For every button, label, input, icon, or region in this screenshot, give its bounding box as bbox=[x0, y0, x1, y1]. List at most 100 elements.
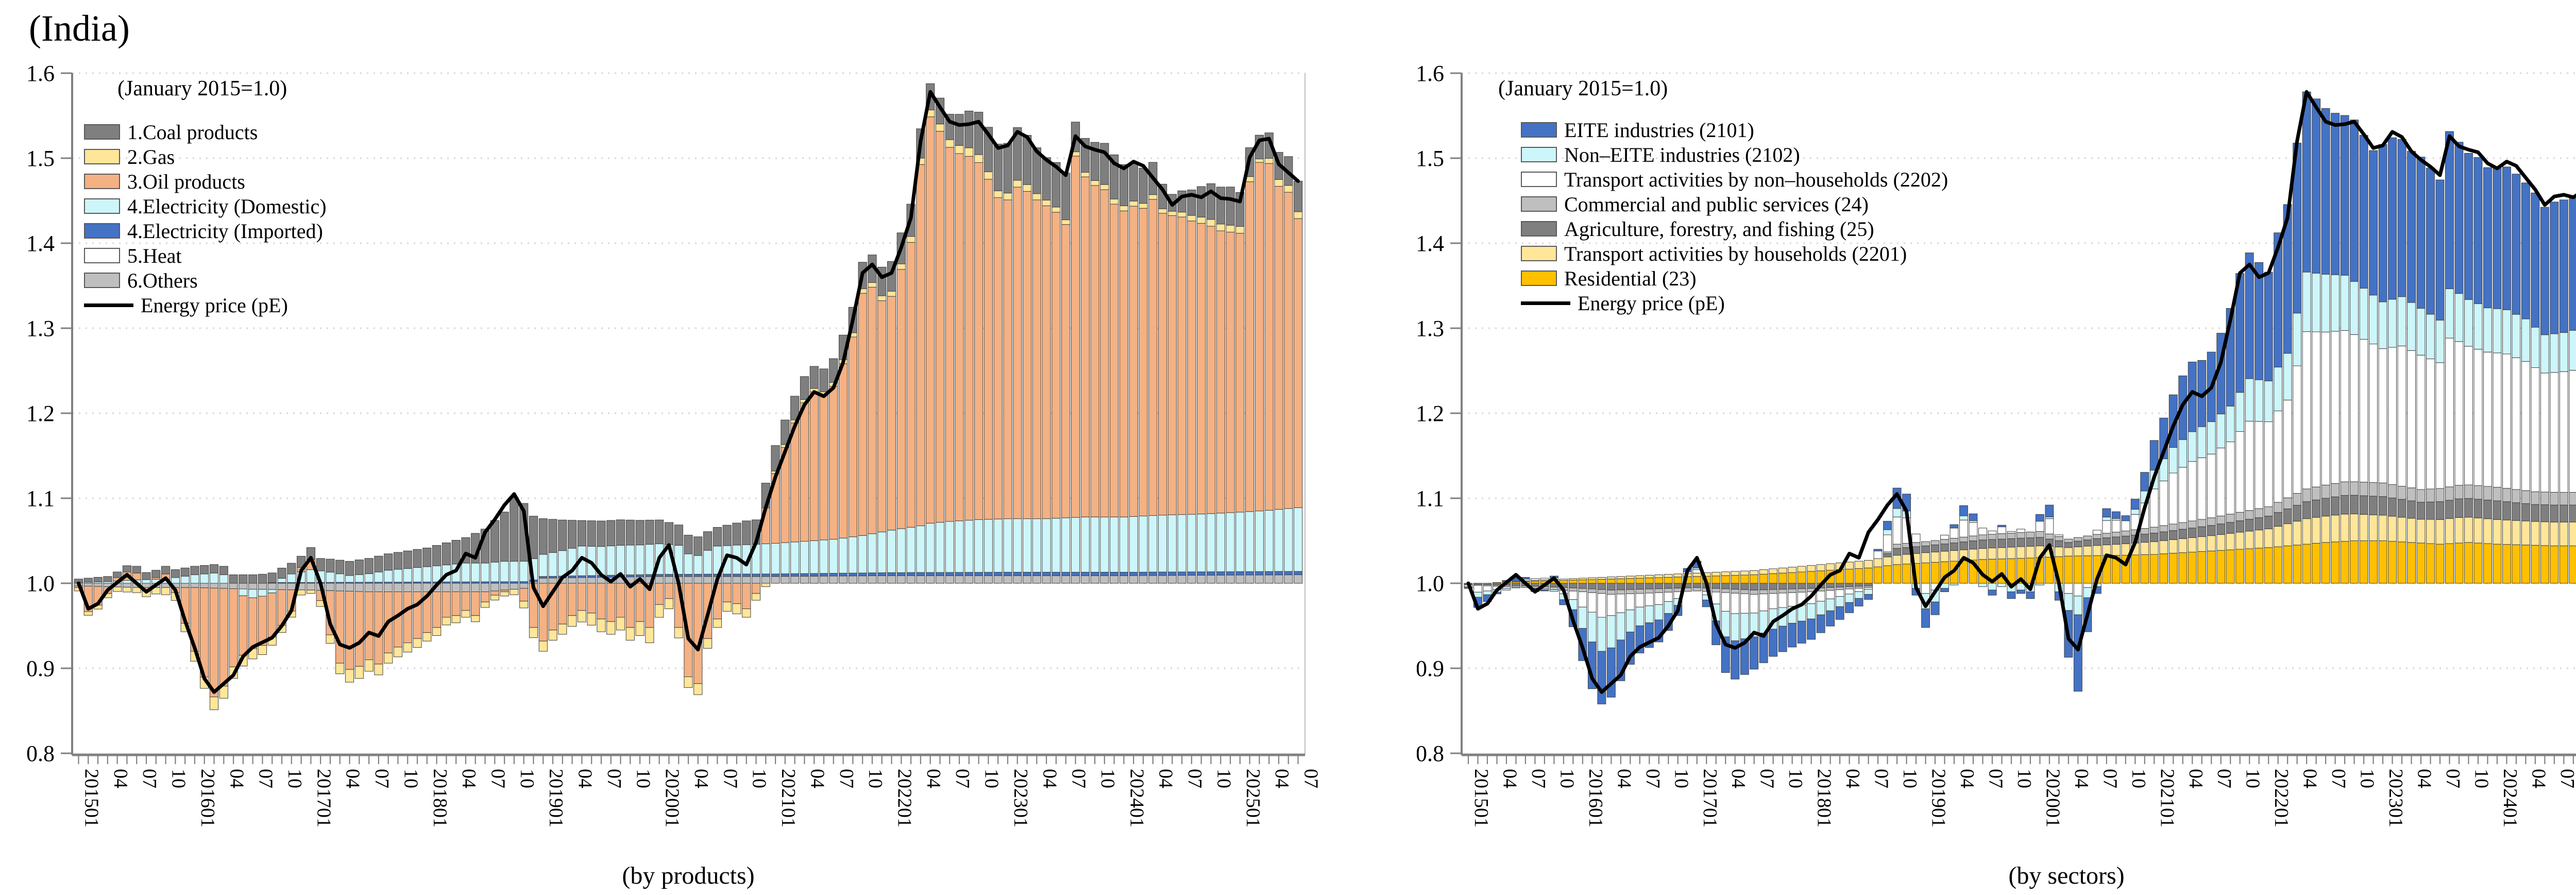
bar-segment bbox=[829, 576, 838, 584]
bar-segment bbox=[2226, 522, 2235, 534]
bar-segment bbox=[1807, 565, 1816, 572]
bar-segment bbox=[2255, 379, 2264, 422]
bar-segment bbox=[2407, 350, 2416, 488]
bar-segment bbox=[2321, 516, 2330, 543]
bar-segment bbox=[277, 568, 286, 579]
bar-segment bbox=[635, 621, 645, 636]
bar-segment bbox=[267, 572, 277, 583]
bar-segment bbox=[2121, 515, 2130, 521]
bar-segment bbox=[1997, 547, 2006, 560]
bar-segment bbox=[267, 589, 277, 594]
bar-segment bbox=[2016, 589, 2025, 594]
bar-segment bbox=[490, 520, 499, 563]
bar-segment bbox=[1090, 180, 1099, 186]
bar-segment bbox=[1294, 575, 1303, 584]
bar-segment bbox=[2235, 431, 2245, 513]
bar-segment bbox=[1597, 577, 1606, 580]
bar-segment bbox=[2245, 510, 2254, 520]
bar-segment bbox=[248, 583, 258, 590]
bar-segment bbox=[1042, 205, 1051, 519]
bar-segment bbox=[587, 613, 596, 626]
bar-segment bbox=[480, 601, 490, 608]
bar-segment bbox=[1731, 575, 1740, 584]
bar-segment bbox=[606, 583, 616, 622]
bar-segment bbox=[964, 520, 974, 573]
bar-segment bbox=[1835, 586, 1844, 590]
bar-segment bbox=[2531, 367, 2540, 492]
bar-segment bbox=[1645, 593, 1654, 606]
bar-segment bbox=[1835, 583, 1844, 587]
bar-segment bbox=[703, 531, 713, 551]
bar-segment bbox=[751, 576, 761, 584]
bar-segment bbox=[93, 581, 103, 584]
bar-segment bbox=[2350, 481, 2359, 496]
bar-segment bbox=[1139, 167, 1148, 204]
bar-segment bbox=[1587, 577, 1597, 580]
bar-segment bbox=[258, 645, 267, 655]
bar-segment bbox=[2140, 534, 2149, 543]
bar-segment bbox=[577, 610, 587, 622]
bar-segment bbox=[1930, 540, 1940, 545]
bar-segment bbox=[877, 575, 887, 584]
svg-text:202101: 202101 bbox=[777, 769, 799, 828]
bar-segment bbox=[1769, 593, 1778, 610]
legend-item: 4.Electricity (Domestic) bbox=[84, 194, 327, 218]
bar-segment bbox=[1892, 564, 1902, 584]
bar-segment bbox=[1883, 556, 1892, 566]
bar-segment bbox=[403, 643, 412, 653]
bar-segment bbox=[1864, 560, 1873, 568]
legend-color-swatch bbox=[1521, 271, 1557, 286]
bar-segment bbox=[403, 592, 412, 643]
bar-segment bbox=[1216, 187, 1225, 225]
bar-segment bbox=[345, 575, 354, 583]
bar-segment bbox=[2426, 501, 2435, 520]
bar-segment bbox=[354, 591, 364, 667]
svg-text:07: 07 bbox=[836, 769, 857, 788]
bar-segment bbox=[1003, 518, 1012, 572]
bar-segment bbox=[887, 296, 896, 531]
bar-segment bbox=[2331, 515, 2340, 543]
legend-line-sample bbox=[84, 303, 133, 307]
bar-segment bbox=[2407, 302, 2416, 351]
bar-segment bbox=[1835, 606, 1844, 620]
bar-segment bbox=[2216, 447, 2226, 516]
bar-segment bbox=[1274, 575, 1283, 584]
bar-segment bbox=[1080, 572, 1090, 576]
bar-segment bbox=[1759, 589, 1768, 595]
svg-text:07: 07 bbox=[2099, 769, 2121, 788]
legend-label: 5.Heat bbox=[127, 244, 182, 267]
bar-segment bbox=[1721, 583, 1730, 589]
bar-segment bbox=[1052, 212, 1061, 519]
bar-segment bbox=[2083, 587, 2092, 598]
bar-segment bbox=[1264, 510, 1274, 572]
bar-segment bbox=[1625, 578, 1635, 584]
bar-segment bbox=[113, 586, 122, 592]
bar-segment bbox=[2331, 331, 2340, 484]
bar-segment bbox=[2073, 537, 2082, 542]
bar-segment bbox=[548, 576, 557, 579]
bar-segment bbox=[974, 154, 984, 163]
bar-segment bbox=[2350, 495, 2359, 515]
bar-segment bbox=[2274, 367, 2283, 411]
svg-text:1.0: 1.0 bbox=[1417, 571, 1444, 596]
bar-segment bbox=[2016, 546, 2025, 559]
bar-segment bbox=[1587, 612, 1597, 643]
bar-segment bbox=[2397, 517, 2406, 543]
bar-segment bbox=[1654, 588, 1664, 593]
svg-text:202401: 202401 bbox=[1126, 769, 1147, 828]
bar-segment bbox=[1988, 534, 1997, 540]
bar-segment bbox=[2473, 303, 2483, 350]
bar-segment bbox=[1568, 578, 1578, 581]
bar-segment bbox=[2378, 301, 2387, 349]
bar-segment bbox=[1711, 583, 1721, 589]
bar-segment bbox=[2302, 91, 2311, 273]
bar-segment bbox=[1245, 575, 1255, 584]
bar-segment bbox=[2159, 553, 2168, 584]
bar-segment bbox=[1978, 528, 1987, 535]
bar-segment bbox=[1816, 590, 1825, 602]
bar-segment bbox=[2340, 495, 2349, 515]
svg-text:1.0: 1.0 bbox=[26, 571, 55, 596]
bar-segment bbox=[848, 536, 858, 573]
bar-segment bbox=[2064, 593, 2073, 611]
bar-segment bbox=[1245, 571, 1255, 576]
